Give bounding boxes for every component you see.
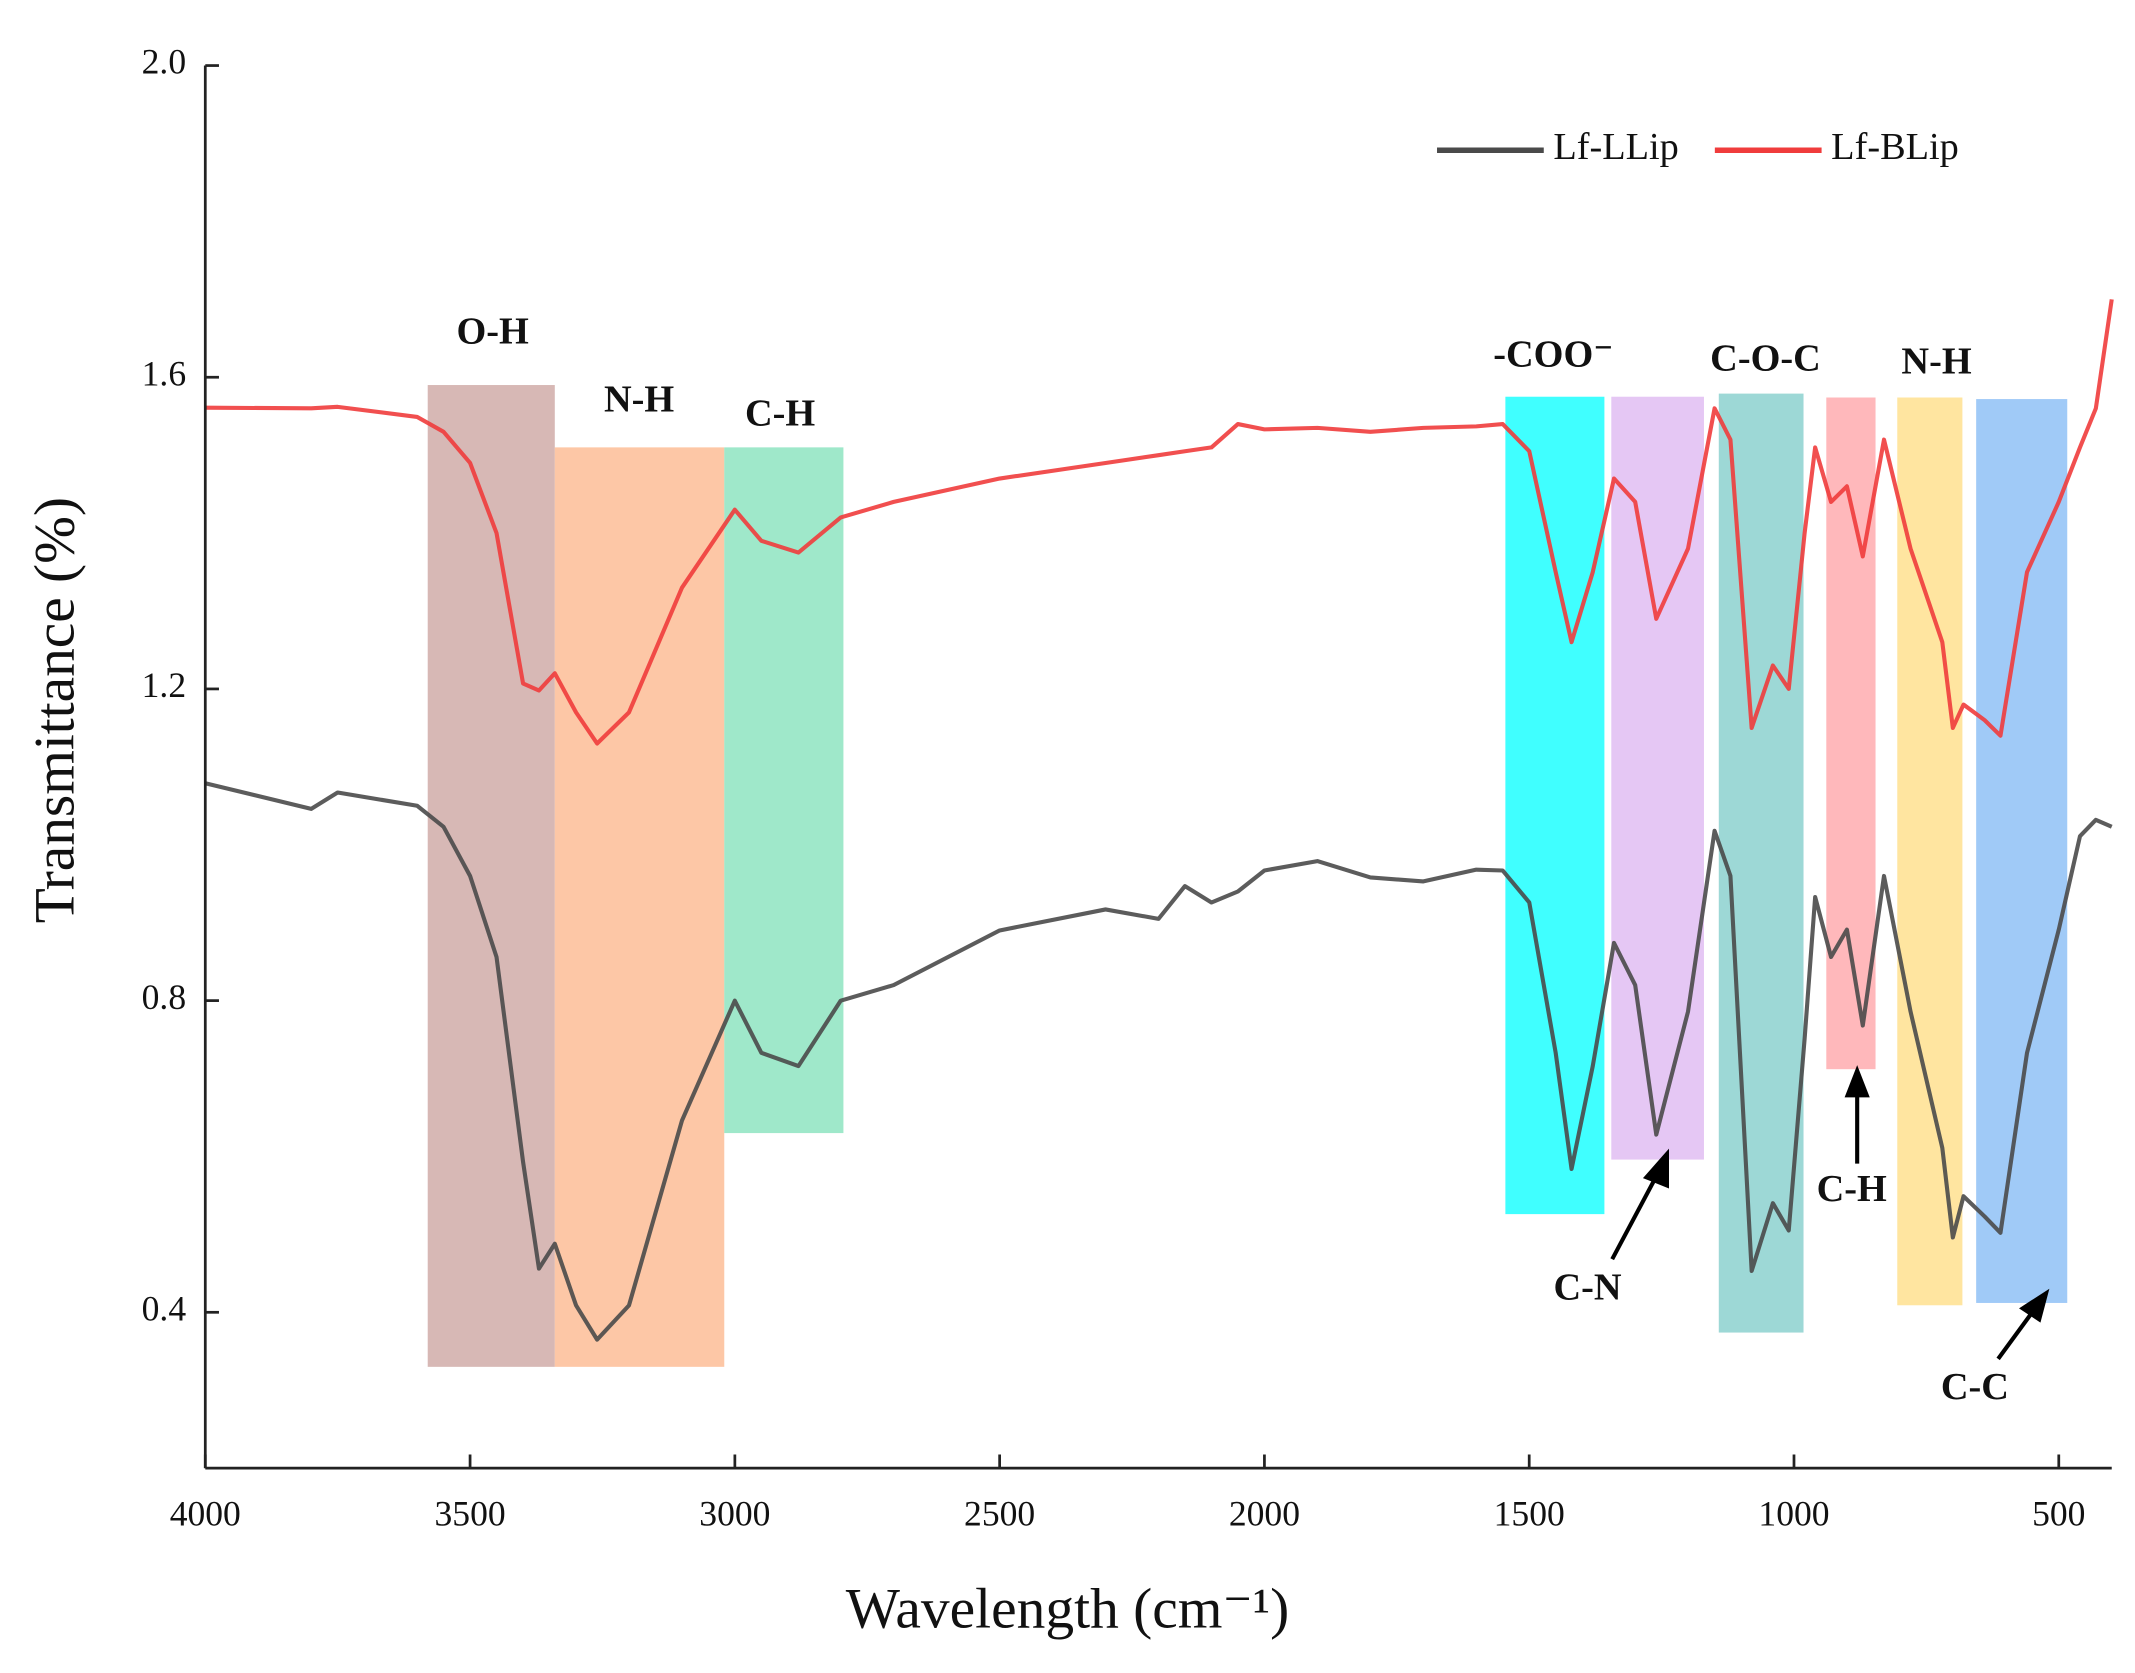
arrow (1610, 1170, 1661, 1261)
x-tick-label: 3000 (699, 1493, 770, 1533)
x-axis-label: Wavelength (cm⁻¹) (846, 1577, 1289, 1640)
x-tick-label: 500 (2032, 1493, 2085, 1533)
y-axis-label: Transmittance (%) (23, 497, 86, 923)
band (427, 385, 555, 1367)
annotation: C-H (745, 392, 815, 434)
arrow-head (1642, 1148, 1669, 1189)
annotation: N-H (604, 379, 674, 421)
annotation: C-C (1941, 1366, 2009, 1408)
annotation: O-H (457, 310, 530, 352)
x-tick-label: 4000 (170, 1493, 241, 1533)
arrow (1996, 1307, 2037, 1361)
band (1976, 399, 2068, 1303)
band (1718, 393, 1804, 1333)
y-tick-label: 2.0 (142, 42, 186, 82)
y-tick-label: 0.8 (142, 977, 186, 1017)
x-tick-label: 2000 (1229, 1493, 1300, 1533)
bands (427, 385, 2068, 1367)
x-tick-label: 1500 (1494, 1493, 1565, 1533)
legend-label: Lf-BLip (1831, 126, 1959, 168)
annotation: C-N (1554, 1266, 1622, 1308)
y-tick-label: 1.2 (142, 665, 186, 705)
y-tick-label: 0.4 (142, 1288, 187, 1328)
band (724, 447, 844, 1134)
band (554, 447, 725, 1367)
band (1897, 397, 1963, 1306)
y-tick-label: 1.6 (142, 353, 186, 393)
series-line (205, 299, 2114, 746)
lines (204, 299, 2114, 1342)
annotation: N-H (1901, 340, 1971, 382)
arrows (1610, 1065, 2050, 1361)
annotation: C-O-C (1710, 338, 1821, 380)
arrow-head (2019, 1288, 2050, 1323)
band (1505, 396, 1605, 1215)
x-tick-label: 3500 (435, 1493, 506, 1533)
x-tick-label: 2500 (964, 1493, 1035, 1533)
series-line (204, 781, 2113, 1342)
annotation: -COO⁻ (1493, 334, 1613, 376)
legend-label: Lf-LLip (1553, 126, 1679, 168)
annotation: C-H (1817, 1168, 1887, 1210)
arrow-head (1844, 1065, 1870, 1098)
band (1611, 396, 1704, 1160)
x-tick-label: 1000 (1758, 1493, 1829, 1533)
